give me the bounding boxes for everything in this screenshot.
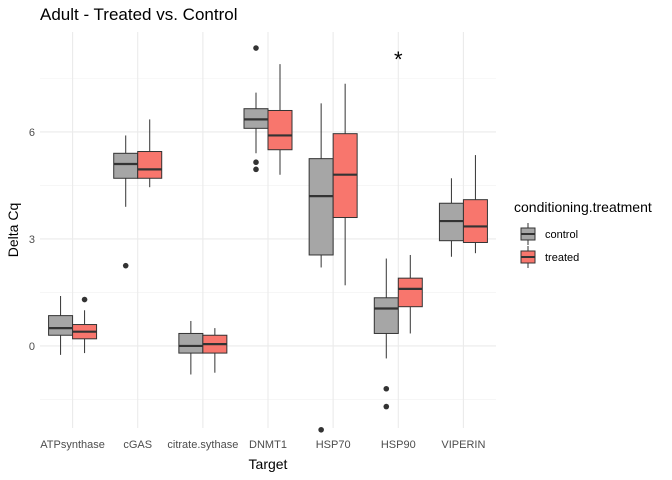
box-control-HSP70	[308, 103, 334, 433]
legend-label-control: control	[545, 229, 578, 241]
x-tick-label: ATPsynthase	[40, 439, 105, 451]
legend-label-treated: treated	[545, 252, 579, 264]
box-treated-citrate.sythase	[202, 328, 228, 373]
y-axis-ticks: 0 3 6	[29, 127, 35, 353]
outlier-point	[122, 262, 129, 269]
x-tick-label: citrate.sythase	[167, 439, 238, 451]
x-tick-label: HSP70	[316, 439, 351, 451]
x-tick-label: DNMT1	[249, 439, 287, 451]
y-axis-title: Delta Cq	[5, 203, 21, 257]
box-body	[267, 109, 293, 151]
box-body	[178, 332, 204, 354]
box-body	[137, 151, 163, 179]
box-treated-cGAS	[137, 119, 163, 188]
outlier-point	[253, 45, 259, 51]
box-treated-HSP90	[397, 254, 423, 334]
outlier-point	[318, 426, 324, 433]
box-body	[462, 199, 488, 243]
outlier-point	[253, 159, 259, 166]
y-tick-label: 6	[29, 127, 35, 139]
legend: conditioning.treatment control treated	[514, 199, 652, 268]
box-treated-HSP70	[332, 83, 358, 286]
box-treated-ATPsynthase	[72, 296, 98, 354]
plot-panel: *	[40, 32, 496, 433]
box-control-citrate.sythase	[178, 320, 204, 375]
legend-title: conditioning.treatment	[514, 199, 652, 215]
legend-key-control	[520, 223, 536, 245]
x-tick-label: VIPERIN	[441, 439, 485, 451]
x-tick-label: cGAS	[123, 439, 152, 451]
x-axis-ticks: ATPsynthase cGAS citrate.sythase DNMT1 HSP70…	[40, 439, 485, 451]
legend-key-treated	[520, 246, 536, 268]
x-tick-label: HSP90	[381, 439, 416, 451]
chart-title: Adult - Treated vs. Control	[40, 5, 237, 24]
outlier-point	[253, 166, 259, 173]
box-body	[48, 315, 74, 336]
y-tick-label: 3	[29, 234, 35, 246]
outlier-point	[383, 385, 390, 392]
outlier-point	[383, 403, 390, 410]
box-control-cGAS	[113, 135, 139, 269]
box-body	[308, 158, 334, 256]
box-treated-DNMT1	[267, 64, 293, 175]
box-control-HSP90	[373, 258, 399, 410]
box-control-VIPERIN	[438, 178, 464, 257]
significance-marker: *	[394, 47, 403, 72]
y-tick-label: 0	[29, 341, 35, 353]
box-body	[113, 152, 139, 179]
box-control-DNMT1	[243, 45, 269, 173]
box-body	[397, 277, 423, 308]
x-axis-title: Target	[249, 456, 288, 472]
outlier-point	[81, 296, 88, 303]
box-treated-VIPERIN	[462, 155, 488, 254]
box-body	[373, 297, 399, 334]
